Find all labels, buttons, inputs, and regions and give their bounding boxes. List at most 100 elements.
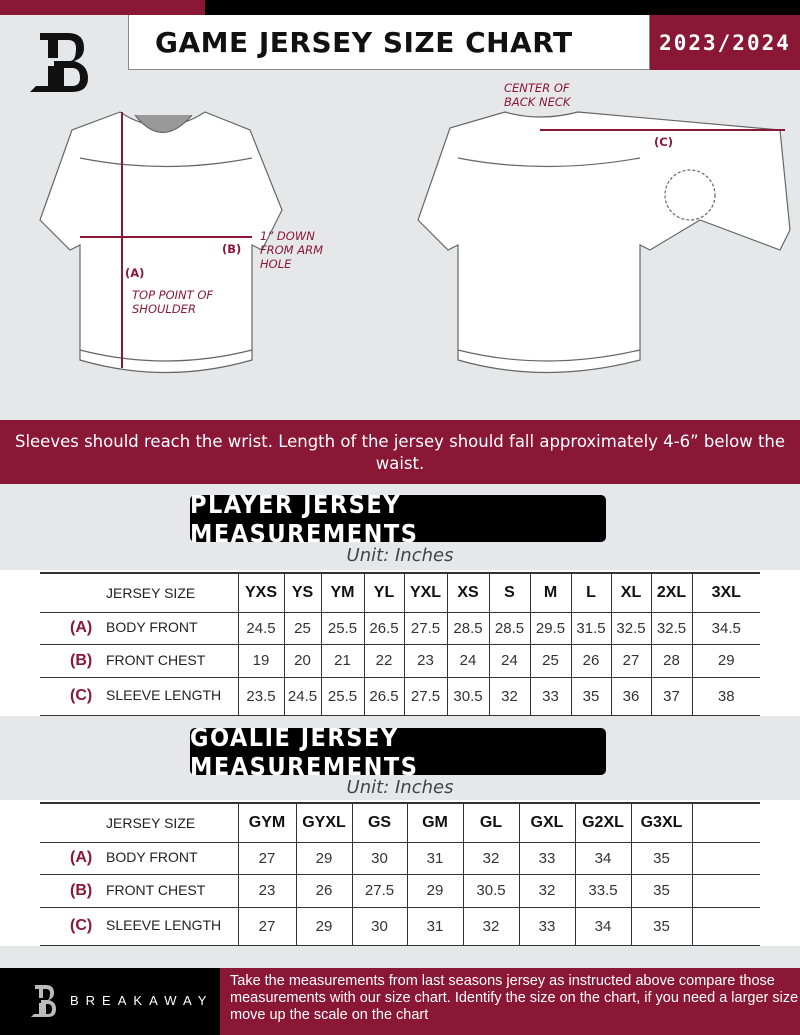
table-cell [691, 842, 760, 874]
table-cell: 27.5 [351, 874, 407, 907]
footer-instructions: Take the measurements from last seasons … [220, 968, 800, 1035]
row-code: (A) [70, 849, 93, 866]
size-header: XS [446, 573, 489, 612]
table-cell: 33 [529, 677, 571, 715]
footer-logo [31, 985, 56, 1017]
season-text: 2023/2024 [659, 30, 791, 55]
season-badge: 2023/2024 [650, 15, 800, 70]
size-header: G2XL [574, 803, 631, 842]
table-cell: 32 [518, 874, 575, 907]
table-cell: 21 [320, 644, 364, 677]
footer-brand-area [0, 968, 220, 1035]
table-cell: 34 [574, 907, 631, 945]
table-cell: 35 [570, 677, 611, 715]
player-section-title: PLAYER JERSEY MEASUREMENTS [190, 490, 606, 548]
table-cell: 32 [462, 842, 519, 874]
table-cell: 26 [295, 874, 352, 907]
size-header [691, 803, 760, 842]
back-jersey-drawing [417, 111, 791, 374]
table-cell [691, 907, 760, 945]
table-cell: 35 [630, 874, 692, 907]
title-box: GAME JERSEY SIZE CHART [128, 15, 650, 70]
size-header: L [570, 573, 611, 612]
table-cell: 24 [488, 644, 530, 677]
table-cell: 29.5 [529, 612, 571, 644]
jersey-diagram [39, 111, 791, 374]
table-cell: 32 [462, 907, 519, 945]
table-cell [691, 874, 760, 907]
size-header: YXL [403, 573, 447, 612]
table-cell: 30.5 [446, 677, 489, 715]
top-bar-dark [205, 0, 800, 15]
row-code: (C) [70, 917, 93, 934]
table-row: (C) SLEEVE LENGTH 27 29 30 31 32 33 34 35 [40, 907, 760, 945]
row-label: BODY FRONT [106, 619, 198, 635]
table-row: (C) SLEEVE LENGTH 23.5 24.5 25.5 26.5 27.5 30.5… [40, 677, 760, 715]
table-cell: 29 [406, 874, 463, 907]
size-header: YXS [237, 573, 284, 612]
breakaway-logo [30, 33, 88, 92]
size-header: M [529, 573, 571, 612]
table-cell: 37 [650, 677, 692, 715]
row-code: (B) [70, 651, 93, 669]
table-cell: 24.5 [237, 612, 284, 644]
table-cell: 22 [363, 644, 404, 677]
table-cell: 27 [237, 907, 296, 945]
size-header: XL [610, 573, 651, 612]
size-header: S [488, 573, 530, 612]
table-cell: 31 [406, 907, 463, 945]
row-label: BODY FRONT [106, 849, 198, 865]
table-cell: 24 [446, 644, 489, 677]
table-cell: 26.5 [363, 612, 404, 644]
instruction-banner: Sleeves should reach the wrist. Length o… [0, 420, 800, 484]
size-header: GYM [237, 803, 296, 842]
goalie-size-table: JERSEY SIZE GYM GYXL GS GM GL GXL G2XL G3XL (A) BO… [40, 802, 760, 946]
label-a-text: TOP POINT OF SHOULDER [132, 288, 213, 316]
table-cell: 30 [351, 907, 407, 945]
table-cell: 30 [351, 842, 407, 874]
table-cell: 36 [610, 677, 651, 715]
label-b-code: (B) [222, 242, 242, 256]
table-cell: 32 [488, 677, 530, 715]
label-b-text: 1” DOWN FROM ARM HOLE [260, 229, 324, 271]
table-cell: 23 [237, 874, 296, 907]
header-jersey-size: JERSEY SIZE [106, 814, 196, 831]
table-cell: 28.5 [446, 612, 489, 644]
table-row: (B) FRONT CHEST 23 26 27.5 29 30.5 32 33.5 35 [40, 874, 760, 907]
row-code: (A) [70, 619, 93, 636]
table-cell: 33 [518, 842, 575, 874]
table-cell: 23 [403, 644, 447, 677]
measurement-lines [80, 112, 785, 368]
footer-text: Take the measurements from last seasons … [230, 973, 799, 1023]
table-cell: 29 [691, 644, 760, 677]
table-cell: 27 [610, 644, 651, 677]
row-label: FRONT CHEST [106, 651, 206, 668]
table-cell: 25 [529, 644, 571, 677]
table-row: (A) BODY FRONT 24.5 25 25.5 26.5 27.5 28.5 28.5 2… [40, 612, 760, 644]
row-label: SLEEVE LENGTH [106, 687, 222, 703]
player-unit: Unit: Inches [346, 545, 454, 566]
footer-brand-name: BREAKAWAY [70, 993, 214, 1008]
front-jersey-drawing [39, 111, 283, 374]
table-cell: 31 [406, 842, 463, 874]
table-cell: 19 [237, 644, 284, 677]
table-cell: 27.5 [403, 612, 447, 644]
table-cell: 34 [574, 842, 631, 874]
size-header: GS [351, 803, 407, 842]
row-label: FRONT CHEST [106, 881, 206, 898]
table-cell: 25 [283, 612, 321, 644]
table-cell: 25.5 [320, 677, 364, 715]
table-cell: 25.5 [320, 612, 364, 644]
top-bar-accent [0, 0, 205, 15]
table-cell: 38 [691, 677, 760, 715]
header-jersey-size: JERSEY SIZE [106, 584, 196, 601]
size-header: GL [462, 803, 519, 842]
table-row: (A) BODY FRONT 27 29 30 31 32 33 34 35 [40, 842, 760, 874]
page-title: GAME JERSEY SIZE CHART [155, 25, 573, 59]
size-header: GYXL [295, 803, 352, 842]
table-cell: 27.5 [403, 677, 447, 715]
table-cell: 30.5 [462, 874, 519, 907]
table-cell: 31.5 [570, 612, 611, 644]
table-cell: 28 [650, 644, 692, 677]
player-size-table: JERSEY SIZE YXS YS YM YL YXL XS S M L XL 2XL 3XL (A) B… [40, 572, 760, 716]
